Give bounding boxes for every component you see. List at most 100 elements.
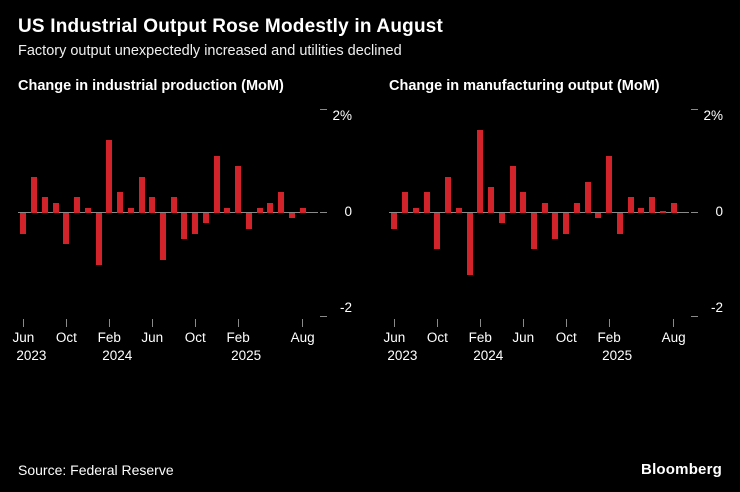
bar-aug-2023 (41, 197, 48, 213)
bar-dec-2023 (84, 207, 91, 213)
x-tick-year: 2023 (16, 347, 47, 363)
bar-jun-2023 (391, 212, 398, 229)
bar-apr-2025 (627, 197, 634, 213)
bar-apr-2025 (256, 207, 263, 213)
bar-dec-2024 (584, 181, 591, 213)
bar-feb-2025 (235, 166, 242, 213)
bar-oct-2024 (563, 212, 570, 234)
bar-jun-2025 (649, 197, 656, 213)
bar-aug-2024 (541, 202, 548, 213)
y-tick-label: 0 (344, 203, 352, 219)
chart-title-manufacturing: Change in manufacturing output (MoM) (389, 77, 660, 94)
x-tick-mark (393, 318, 395, 327)
y-tick-mark (691, 212, 698, 214)
x-tick-label: Oct (184, 329, 206, 345)
bar-sep-2024 (181, 212, 188, 239)
x-tick-label: Oct (555, 329, 577, 345)
bar-jul-2025 (288, 212, 295, 219)
headline: US Industrial Output Rose Modestly in Au… (18, 16, 444, 37)
y-tick-mark (691, 315, 698, 317)
x-tick-year: 2025 (231, 347, 262, 363)
zero-axis-line (389, 212, 689, 214)
x-tick-mark (108, 318, 110, 327)
chart-manufacturing-output: Change in manufacturing output (MoM) 2% 0… (383, 77, 723, 363)
x-tick-mark (302, 318, 304, 327)
industrial-production-plot: 2% 0 -2 Jun 2023 Oct Feb 2024 Jun Oct Feb 2025 Aug (12, 108, 352, 363)
bar-aug-2025 (670, 202, 677, 213)
bar-nov-2023 (445, 176, 452, 213)
subtitle: Factory output unexpectedly increased an… (18, 42, 402, 59)
y-tick-label: 2% (332, 107, 352, 123)
bar-jul-2023 (31, 176, 38, 213)
chart-title-industrial: Change in industrial production (MoM) (18, 77, 284, 94)
y-tick-label: 0 (715, 203, 723, 219)
x-tick-mark (237, 318, 239, 327)
charts-row: Change in industrial production (MoM) 2%… (0, 77, 740, 363)
header: US Industrial Output Rose Modestly in Au… (0, 0, 740, 59)
y-tick-mark (691, 108, 698, 110)
bar-nov-2024 (573, 202, 580, 213)
x-tick-year: 2023 (387, 347, 418, 363)
bar-may-2024 (138, 176, 145, 213)
bar-may-2024 (509, 166, 516, 213)
x-tick-mark (436, 318, 438, 327)
zero-axis-line (18, 212, 318, 214)
bar-oct-2024 (192, 212, 199, 234)
x-tick-label: Jun (141, 329, 164, 345)
bar-apr-2024 (127, 207, 134, 213)
x-tick-label: Feb (468, 329, 492, 345)
bar-mar-2024 (117, 192, 124, 213)
x-tick-label: Feb (97, 329, 121, 345)
x-tick-mark (151, 318, 153, 327)
bar-jul-2024 (160, 212, 166, 260)
bar-jul-2023 (402, 192, 409, 213)
x-tick-label: Aug (290, 329, 315, 345)
bar-jul-2024 (531, 212, 537, 250)
bar-aug-2025 (299, 207, 306, 213)
y-tick-label: -2 (339, 299, 352, 315)
bar-may-2025 (638, 207, 645, 213)
x-tick-label: Aug (661, 329, 686, 345)
bar-jan-2025 (595, 212, 602, 219)
x-tick-mark (673, 318, 675, 327)
bar-aug-2023 (412, 207, 419, 213)
bar-dec-2024 (213, 155, 220, 213)
bar-feb-2024 (477, 129, 484, 213)
bar-sep-2024 (552, 212, 559, 239)
bar-mar-2025 (616, 212, 623, 234)
bar-oct-2023 (434, 212, 441, 250)
bar-jul-2025 (659, 210, 666, 213)
bar-jun-2024 (149, 197, 156, 213)
x-tick-mark (522, 318, 524, 327)
x-tick-mark (479, 318, 481, 327)
bar-sep-2023 (423, 192, 430, 213)
y-tick-label: -2 (710, 299, 723, 315)
bar-jun-2023 (20, 212, 27, 234)
x-tick-mark (608, 318, 610, 327)
bar-jan-2025 (224, 207, 231, 213)
bloomberg-logo: Bloomberg (641, 461, 722, 478)
footer: Source: Federal Reserve Bloomberg (18, 461, 722, 478)
bar-oct-2023 (63, 212, 70, 245)
bar-feb-2025 (606, 155, 613, 213)
x-tick-label: Jun (383, 329, 406, 345)
x-tick-label: Feb (597, 329, 621, 345)
x-tick-label: Feb (226, 329, 250, 345)
x-tick-year: 2025 (602, 347, 633, 363)
x-tick-mark (22, 318, 24, 327)
x-tick-mark (65, 318, 67, 327)
y-tick-mark (320, 212, 327, 214)
bar-aug-2024 (170, 197, 177, 213)
x-tick-label: Jun (512, 329, 535, 345)
bar-feb-2024 (106, 140, 113, 213)
bar-sep-2023 (52, 202, 59, 213)
x-tick-year: 2024 (102, 347, 133, 363)
bar-jan-2024 (95, 212, 102, 265)
x-tick-label: Oct (426, 329, 448, 345)
y-tick-mark (320, 108, 327, 110)
x-tick-mark (565, 318, 567, 327)
bar-mar-2024 (488, 186, 495, 213)
bar-apr-2024 (498, 212, 505, 224)
x-tick-label: Jun (12, 329, 35, 345)
